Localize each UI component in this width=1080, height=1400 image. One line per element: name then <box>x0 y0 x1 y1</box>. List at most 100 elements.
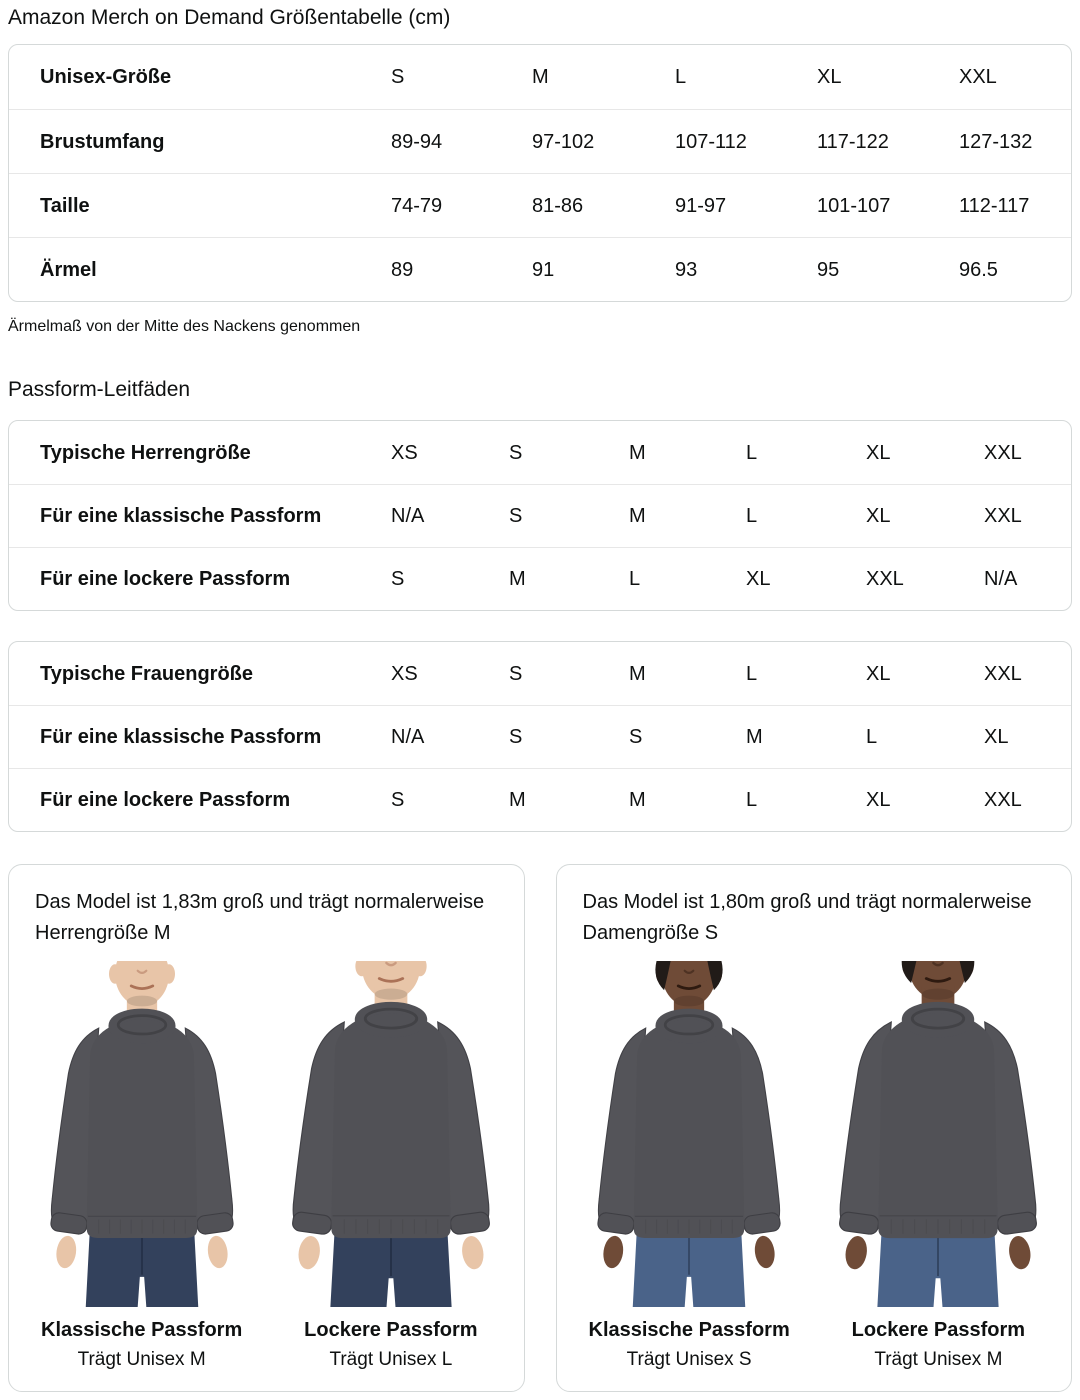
photo-size-label: Trägt Unisex M <box>77 1349 206 1371</box>
cell-value: 107-112 <box>675 130 747 153</box>
cell-value: S <box>509 441 523 464</box>
cell-value: XL <box>984 726 1009 748</box>
card-description: Das Model ist 1,80m groß und trägt norma… <box>582 891 1032 944</box>
cell-value: S <box>391 66 405 88</box>
row-label: Für eine lockere Passform <box>40 568 291 590</box>
table-row: Brustumfang 89-94 97-102 107-112 117-122… <box>9 109 1071 173</box>
cell-value: M <box>629 505 646 527</box>
cell-value: L <box>746 662 758 685</box>
table-row: Taille 74-79 81-86 91-97 101-107 112-117 <box>9 173 1071 237</box>
photo-fit-label: Lockere Passform <box>304 1319 478 1342</box>
row-label: Für eine klassische Passform <box>40 726 322 748</box>
row-label: Typische Frauengröße <box>40 662 254 685</box>
cell-value: M <box>509 789 526 811</box>
row-label: Für eine lockere Passform <box>40 789 291 811</box>
fit-table-men: Typische Herrengröße XS S M L XL XXL Für… <box>8 420 1072 611</box>
cell-value: S <box>391 568 405 590</box>
cell-value: XS <box>391 662 418 685</box>
sleeve-measure-footnote: Ärmelmaß von der Mitte des Nackens genom… <box>8 318 361 335</box>
cell-value: M <box>629 441 646 464</box>
cell-value: M <box>629 789 646 811</box>
cell-value: 81-86 <box>532 194 584 217</box>
model-photo-loose-fit: Lockere Passform Trägt Unisex M <box>816 961 1061 1371</box>
row-label: Für eine klassische Passform <box>40 505 322 527</box>
card-description: Das Model ist 1,83m groß und trägt norma… <box>35 891 485 944</box>
cell-value: 95 <box>817 258 840 281</box>
cell-value: 89 <box>391 258 414 281</box>
table-row: Ärmel 89 91 93 95 96.5 <box>9 237 1071 301</box>
cell-value: 89-94 <box>391 130 443 153</box>
model-card-men: Das Model ist 1,83m groß und trägt norma… <box>8 864 525 1393</box>
cell-value: 93 <box>675 258 698 281</box>
table-row: Für eine klassische Passform N/A S S M L… <box>9 705 1071 768</box>
table-row: Typische Frauengröße XS S M L XL XXL <box>9 642 1071 705</box>
model-cards: Das Model ist 1,83m groß und trägt norma… <box>8 864 1072 1393</box>
cell-value: 96.5 <box>959 258 998 281</box>
cell-value: M <box>746 726 763 748</box>
cell-value: S <box>629 726 643 748</box>
cell-value: XL <box>866 441 891 464</box>
cell-value: XXL <box>984 789 1022 811</box>
table-row: Für eine lockere Passform S M M L XL XXL <box>9 768 1071 831</box>
cell-value: M <box>629 662 646 685</box>
cell-value: 117-122 <box>817 130 889 153</box>
cell-value: 101-107 <box>817 194 891 217</box>
cell-value: L <box>746 441 758 464</box>
photo-fit-label: Klassische Passform <box>588 1319 790 1342</box>
cell-value: XXL <box>984 662 1022 685</box>
cell-value: L <box>746 505 758 527</box>
cell-value: XXL <box>984 441 1022 464</box>
row-label: Brustumfang <box>40 130 165 153</box>
cell-value: S <box>509 662 523 685</box>
cell-value: L <box>675 66 687 88</box>
male-model-classic-figure <box>23 961 261 1307</box>
photo-fit-label: Klassische Passform <box>41 1319 243 1342</box>
photo-size-label: Trägt Unisex M <box>874 1349 1003 1371</box>
cell-value: 74-79 <box>391 194 443 217</box>
cell-value: L <box>629 568 641 590</box>
cell-value: XL <box>866 505 891 527</box>
male-model-loose-figure <box>272 961 510 1307</box>
cell-value: XL <box>866 789 891 811</box>
model-photo-classic-fit: Klassische Passform Trägt Unisex S <box>567 961 812 1371</box>
row-label: Taille <box>40 194 90 217</box>
cell-value: 127-132 <box>959 130 1033 153</box>
unisex-size-table: Unisex-Größe S M L XL XXL Brustumfang 89… <box>8 44 1072 302</box>
cell-value: S <box>509 505 523 527</box>
cell-value: 91-97 <box>675 194 727 217</box>
female-model-loose-figure <box>819 961 1057 1307</box>
cell-value: 91 <box>532 258 555 281</box>
cell-value: XXL <box>984 505 1022 527</box>
photo-fit-label: Lockere Passform <box>851 1319 1026 1342</box>
card-photos: Klassische Passform Trägt Unisex S Locke… <box>567 961 1062 1371</box>
cell-value: XXL <box>866 568 904 590</box>
cell-value: XL <box>817 66 842 88</box>
cell-value: M <box>509 568 526 590</box>
cell-value: 112-117 <box>959 194 1030 217</box>
fit-guides-heading: Passform-Leitfäden <box>8 378 191 401</box>
cell-value: N/A <box>984 568 1018 590</box>
table-row: Typische Herrengröße XS S M L XL XXL <box>9 421 1071 484</box>
cell-value: N/A <box>391 726 425 748</box>
card-photos: Klassische Passform Trägt Unisex M Locke… <box>19 961 514 1371</box>
row-label: Unisex-Größe <box>40 66 172 88</box>
cell-value: L <box>866 726 878 748</box>
female-model-classic-figure <box>570 961 808 1307</box>
photo-size-label: Trägt Unisex S <box>626 1349 752 1371</box>
cell-value: L <box>746 789 758 811</box>
fit-table-women: Typische Frauengröße XS S M L XL XXL Für… <box>8 641 1072 832</box>
model-photo-loose-fit: Lockere Passform Trägt Unisex L <box>268 961 513 1371</box>
cell-value: N/A <box>391 505 425 527</box>
model-card-women: Das Model ist 1,80m groß und trägt norma… <box>555 864 1072 1393</box>
row-label: Ärmel <box>40 258 97 281</box>
page-title: Amazon Merch on Demand Größentabelle (cm… <box>8 6 451 29</box>
cell-value: XS <box>391 441 418 464</box>
cell-value: XL <box>866 662 891 685</box>
table-row: Für eine klassische Passform N/A S M L X… <box>9 484 1071 547</box>
table-row: Unisex-Größe S M L XL XXL <box>9 45 1071 109</box>
cell-value: S <box>391 789 405 811</box>
row-label: Typische Herrengröße <box>40 441 251 464</box>
table-row: Für eine lockere Passform S M L XL XXL N… <box>9 547 1071 610</box>
cell-value: S <box>509 726 523 748</box>
cell-value: XXL <box>959 66 997 88</box>
